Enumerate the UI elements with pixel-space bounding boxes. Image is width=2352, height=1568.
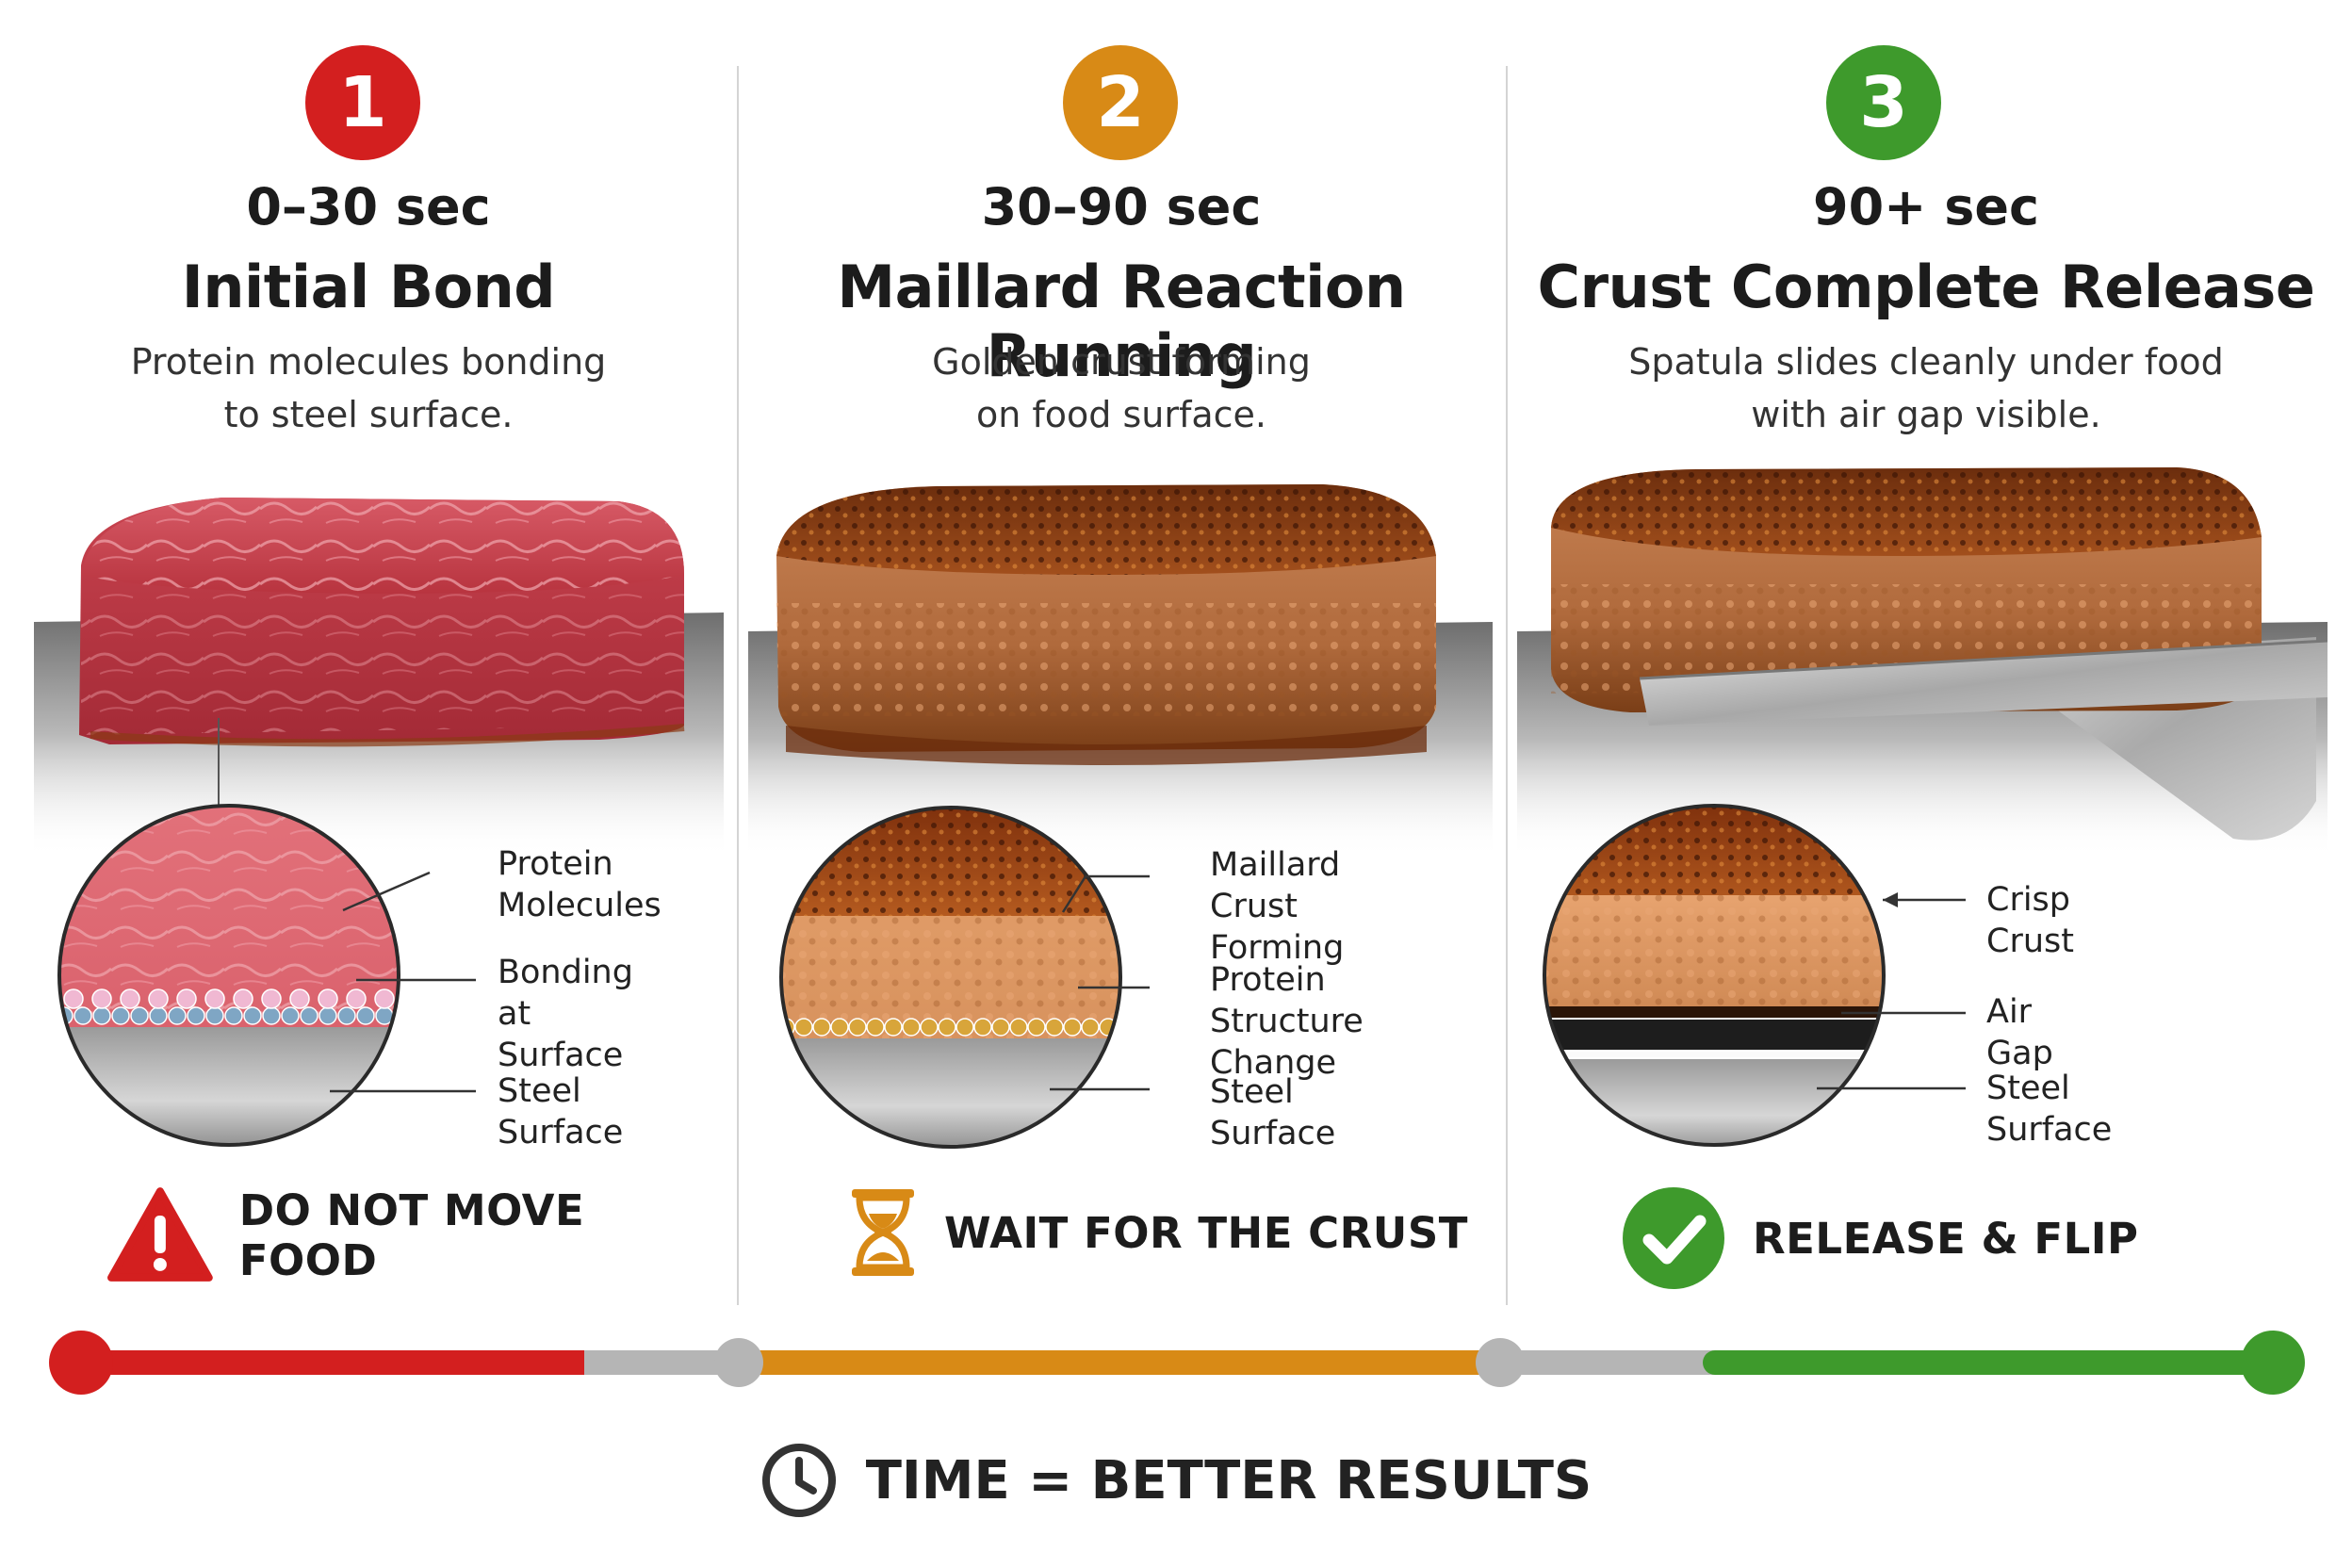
stage-number-badge: 3 xyxy=(1826,45,1941,160)
warning-icon xyxy=(107,1187,213,1282)
check-circle-icon xyxy=(1623,1187,1724,1289)
released-patty-photo xyxy=(1517,452,2328,858)
callout-steel-surface: Steel Surface xyxy=(498,1072,624,1152)
stage-number-badge: 2 xyxy=(1063,45,1178,160)
stage-description: Protein molecules bonding to steel surfa… xyxy=(130,341,607,435)
hourglass-icon xyxy=(852,1189,914,1276)
column-divider xyxy=(1506,66,1508,1305)
stage-title: Crust Complete Release xyxy=(1537,253,2315,321)
action-instruction: DO NOT MOVE FOOD xyxy=(107,1185,737,1285)
callout-protein-structure: Protein Structure Change xyxy=(1210,961,1364,1082)
stage-2: 2 30–90 sec Maillard Reaction Running Go… xyxy=(737,0,1506,1300)
clock-icon xyxy=(761,1444,836,1517)
stage-time: 0–30 sec xyxy=(246,177,491,237)
stage-number-badge: 1 xyxy=(305,45,420,160)
callout-steel-surface: Steel Surface xyxy=(1210,1073,1336,1152)
footer-text: TIME = BETTER RESULTS xyxy=(865,1449,1592,1511)
callout-bonding-surface: Bonding at Surface xyxy=(498,954,633,1074)
timeline-end-dot xyxy=(2241,1331,2305,1395)
callout-maillard-crust: Maillard Crust Forming xyxy=(1210,846,1345,967)
footer-message: TIME = BETTER RESULTS xyxy=(0,1442,2352,1519)
column-divider xyxy=(737,66,739,1305)
stage-1: 1 0–30 sec Initial Bond Protein molecule… xyxy=(0,0,737,1300)
timeline-marker-dot xyxy=(714,1338,763,1387)
action-instruction: RELEASE & FLIP xyxy=(1621,1185,2139,1291)
stage-title: Maillard Reaction Running xyxy=(837,253,1406,390)
callout-protein-molecules: Protein Molecules xyxy=(498,845,662,924)
searing-patty-photo xyxy=(748,452,1493,858)
timeline-start-dot xyxy=(49,1331,113,1395)
timeline-bar xyxy=(49,1331,2305,1395)
stage-time: 90+ sec xyxy=(1813,177,2039,237)
molecular-zoom-circle xyxy=(55,801,403,1150)
action-instruction: WAIT FOR THE CRUST xyxy=(848,1185,1468,1280)
timeline-marker-dot xyxy=(1476,1338,1525,1387)
stage-time: 30–90 sec xyxy=(981,177,1262,237)
stage-description: Spatula slides cleanly under food with a… xyxy=(1628,341,2224,435)
callout-steel-surface: Steel Surface xyxy=(1986,1070,2113,1149)
stage-3: 3 90+ sec Crust Complete Release Spatula… xyxy=(1506,0,2352,1300)
callout-crisp-crust: Crisp Crust xyxy=(1986,881,2074,960)
raw-steak-photo xyxy=(34,452,724,858)
stage-title: Initial Bond xyxy=(181,253,556,321)
callout-air-gap: Air Gap xyxy=(1986,993,2053,1072)
stage-description: Golden crust forming on food surface. xyxy=(932,341,1311,435)
